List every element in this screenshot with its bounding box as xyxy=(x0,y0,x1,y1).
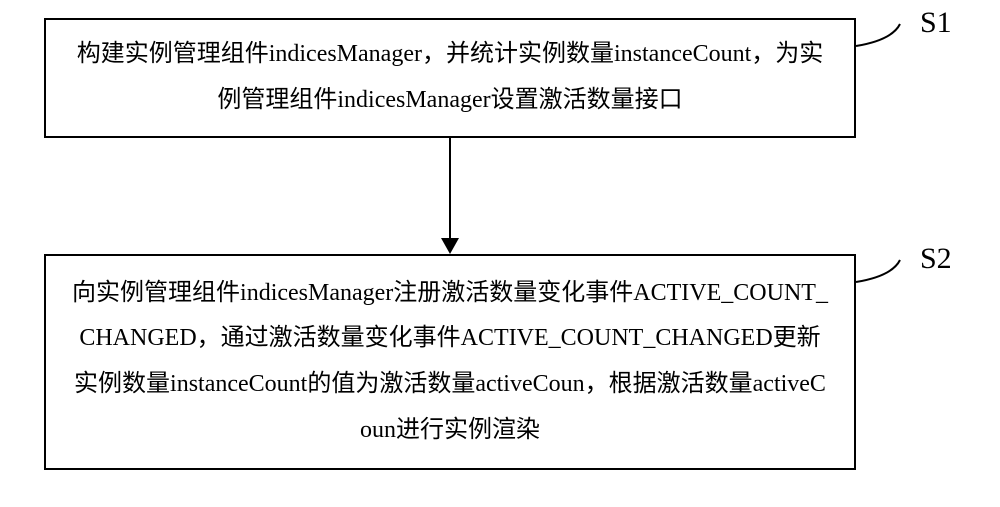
step-s2-text: 向实例管理组件indicesManager注册激活数量变化事件ACTIVE_CO… xyxy=(70,271,830,453)
step-s1-box: 构建实例管理组件indicesManager，并统计实例数量instanceCo… xyxy=(44,18,856,138)
step-s2-label: S2 xyxy=(920,242,952,276)
step-s2-box: 向实例管理组件indicesManager注册激活数量变化事件ACTIVE_CO… xyxy=(44,254,856,470)
edge-s1-s2-arrowhead xyxy=(441,238,459,254)
edge-s1-s2-line xyxy=(449,138,451,240)
flowchart-canvas: 构建实例管理组件indicesManager，并统计实例数量instanceCo… xyxy=(0,0,1000,507)
step-s1-label: S1 xyxy=(920,6,952,40)
step-s1-text: 构建实例管理组件indicesManager，并统计实例数量instanceCo… xyxy=(70,32,830,123)
